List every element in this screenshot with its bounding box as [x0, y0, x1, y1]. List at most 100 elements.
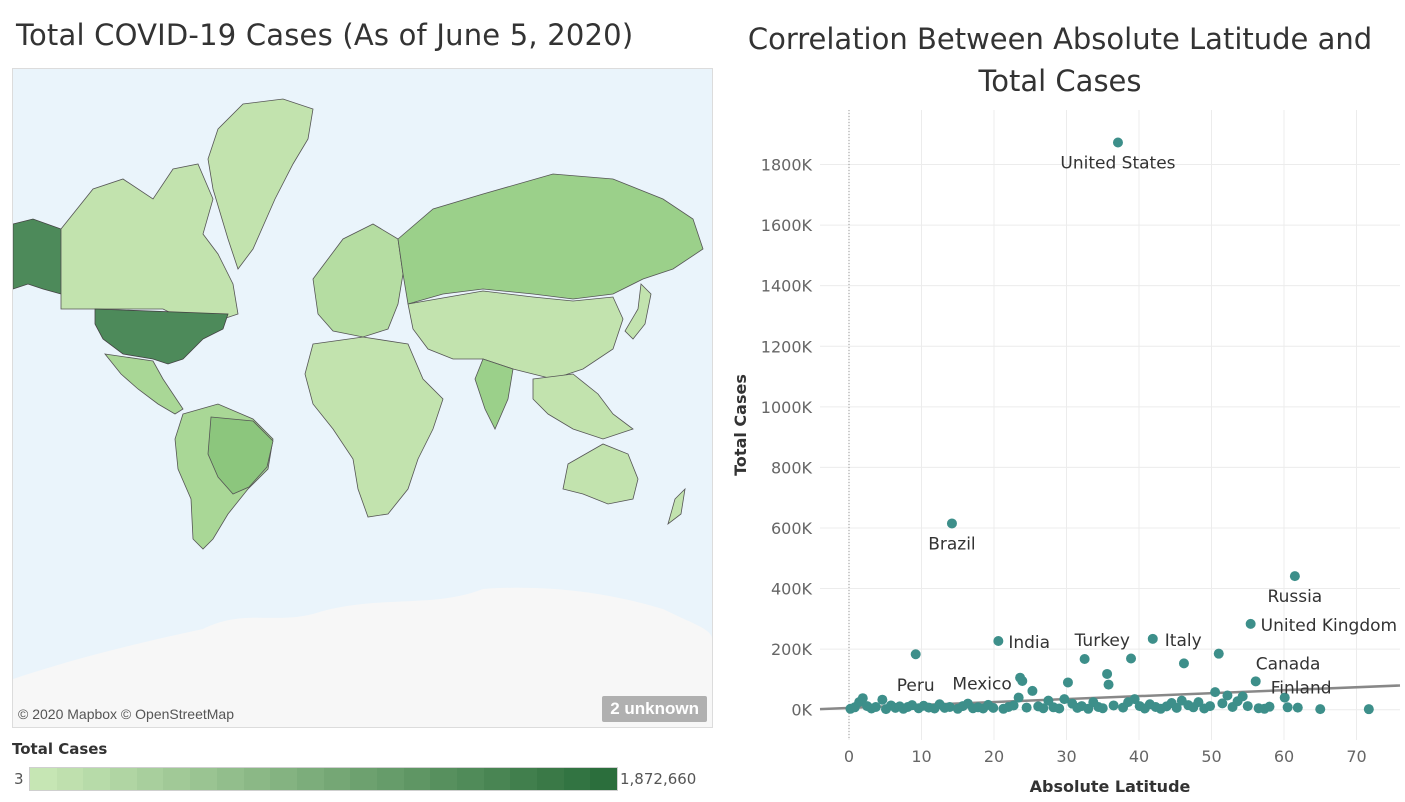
data-point: [1222, 690, 1233, 701]
region-alaska[interactable]: [13, 218, 62, 295]
data-point: [1217, 698, 1228, 709]
data-point-labeled: [1015, 672, 1026, 683]
x-tick-label: 20: [984, 747, 1004, 766]
data-point-labeled: [910, 649, 921, 660]
point-label: Turkey: [1074, 631, 1130, 651]
map-title: Total COVID-19 Cases (As of June 5, 2020…: [16, 18, 634, 52]
legend-swatch: [350, 768, 377, 790]
unknown-badge[interactable]: 2 unknown: [602, 696, 707, 722]
data-point: [1038, 703, 1049, 714]
x-tick-label: 30: [1056, 747, 1076, 766]
x-axis-title: Absolute Latitude: [1030, 777, 1191, 796]
data-point-labeled: [1112, 137, 1123, 148]
region-mexico[interactable]: [104, 353, 184, 415]
legend-swatch: [136, 768, 164, 790]
data-point-labeled: [1079, 654, 1090, 665]
data-point: [1008, 700, 1019, 711]
data-point: [870, 701, 881, 712]
data-point: [1363, 704, 1374, 715]
point-label: Italy: [1165, 631, 1202, 651]
legend-swatch: [510, 768, 538, 790]
region-africa[interactable]: [304, 336, 444, 518]
data-point-labeled: [1292, 702, 1303, 713]
chart-title: Correlation Between Absolute Latitude an…: [747, 22, 1373, 98]
legend-swatch: [190, 768, 217, 790]
region-asia-central[interactable]: [407, 290, 624, 380]
data-point: [1054, 703, 1065, 714]
region-greenland[interactable]: [207, 98, 314, 270]
region-europe[interactable]: [312, 223, 404, 338]
legend-swatch: [83, 768, 111, 790]
data-point: [1021, 702, 1032, 713]
legend-swatch: [56, 768, 84, 790]
region-united-states[interactable]: [94, 308, 229, 365]
y-tick-label: 600K: [771, 519, 813, 538]
x-tick-label: 60: [1274, 747, 1294, 766]
x-tick-label: 70: [1346, 747, 1366, 766]
map-attribution[interactable]: © 2020 Mapbox © OpenStreetMap: [18, 706, 234, 722]
region-australia[interactable]: [562, 443, 639, 505]
legend-swatch: [483, 768, 511, 790]
data-point: [1102, 668, 1113, 679]
legend-max-label: 1,872,660: [620, 770, 697, 788]
point-label: Canada: [1256, 654, 1321, 674]
legend-swatch: [430, 768, 457, 790]
region-new-zealand[interactable]: [667, 487, 686, 526]
y-tick-label: 800K: [771, 458, 813, 477]
y-tick-label: 0K: [791, 701, 812, 720]
x-tick-label: 0: [844, 747, 854, 766]
data-point: [1282, 702, 1293, 713]
data-point-labeled: [1245, 618, 1256, 629]
point-label: Brazil: [928, 534, 975, 554]
x-tick-label: 40: [1129, 747, 1149, 766]
region-brazil[interactable]: [207, 416, 274, 495]
legend-swatch: [323, 768, 351, 790]
data-point-labeled: [1289, 571, 1300, 582]
data-point: [1315, 704, 1326, 715]
point-label: Finland: [1271, 679, 1332, 699]
data-point: [1097, 703, 1108, 714]
data-point: [1210, 687, 1221, 698]
legend-min-label: 3: [14, 770, 24, 788]
legend-swatch: [243, 768, 271, 790]
scatter-plot[interactable]: 0K 200K 400K 600K 800K 1000K 1200K 1400K 1600K 18…: [720, 100, 1405, 800]
x-tick-label: 50: [1201, 747, 1221, 766]
region-india[interactable]: [474, 358, 514, 430]
y-tick-label: 200K: [771, 640, 813, 659]
legend-swatch: [376, 768, 404, 790]
legend-swatch: [30, 768, 57, 790]
legend-swatch: [457, 768, 484, 790]
data-point: [1027, 685, 1038, 696]
data-point: [1264, 701, 1275, 712]
legend-swatch: [403, 768, 431, 790]
world-map[interactable]: © 2020 Mapbox © OpenStreetMap 2 unknown: [12, 68, 713, 728]
legend-color-ramp[interactable]: [29, 767, 618, 791]
region-southeast-asia[interactable]: [532, 373, 634, 440]
legend-swatch: [270, 768, 297, 790]
data-point: [1013, 692, 1024, 703]
map-canvas[interactable]: [13, 69, 712, 727]
data-point-labeled: [993, 636, 1004, 647]
legend-swatch: [296, 768, 324, 790]
region-japan[interactable]: [624, 283, 652, 340]
legend-swatch: [163, 768, 191, 790]
legend-swatch: [537, 768, 564, 790]
region-russia[interactable]: [397, 173, 704, 305]
data-point: [1242, 701, 1253, 712]
data-point: [1193, 697, 1204, 708]
data-point-labeled: [1250, 676, 1261, 687]
data-point: [1103, 679, 1114, 690]
data-point: [1059, 694, 1070, 705]
data-point: [1129, 694, 1140, 705]
antarctica: [13, 587, 712, 727]
data-point-labeled: [946, 518, 957, 529]
region-canada[interactable]: [60, 163, 239, 325]
point-label: United Kingdom: [1261, 616, 1397, 636]
data-point: [1108, 700, 1119, 711]
legend-swatch: [216, 768, 244, 790]
y-tick-label: 1200K: [761, 337, 813, 356]
data-point: [1062, 677, 1073, 688]
legend-swatch: [110, 768, 137, 790]
point-label: Russia: [1268, 587, 1323, 607]
y-tick-label: 1400K: [761, 277, 813, 296]
